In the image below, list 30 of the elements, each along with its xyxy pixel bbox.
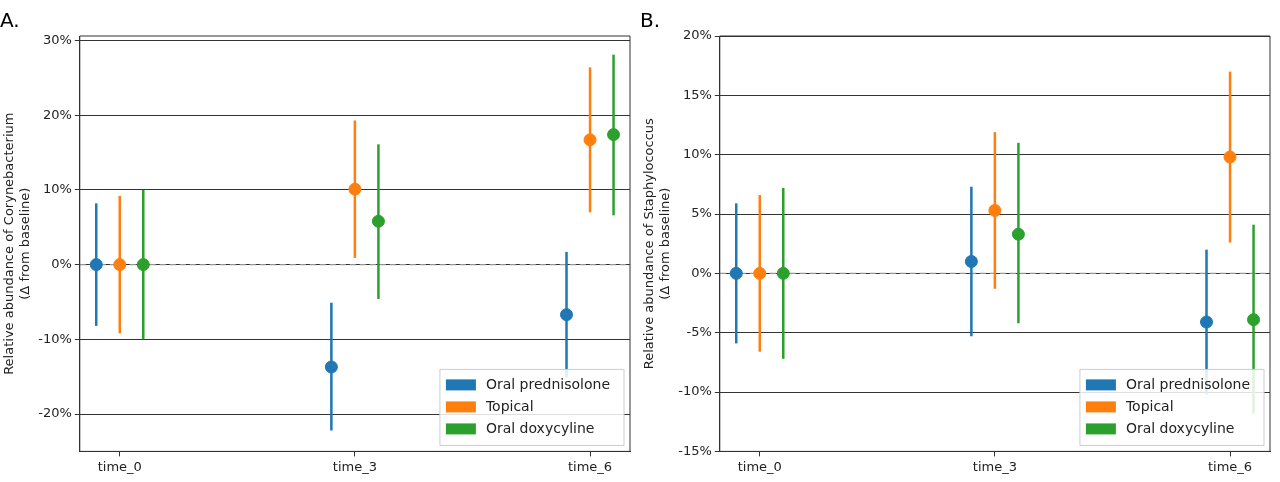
y-tick-label: -15% xyxy=(678,442,712,458)
legend-label: Oral prednisolone xyxy=(1125,376,1250,393)
y-tick-label: 0% xyxy=(691,264,712,280)
legend-label: Topical xyxy=(1124,398,1174,415)
y-tick-label: 5% xyxy=(691,205,712,221)
x-tick-label: time_0 xyxy=(97,458,142,474)
chart-title: A. xyxy=(0,8,20,33)
y-axis-title: Relative abundance of Staphylococcus (Δ from baseline) xyxy=(641,117,672,370)
legend-label: Topical xyxy=(484,398,534,415)
y-tick-label: 10% xyxy=(42,181,72,197)
legend-label: Oral doxycyline xyxy=(1125,420,1235,437)
y-tick-label: -10% xyxy=(38,330,72,346)
y-tick-label: 20% xyxy=(682,27,712,43)
x-tick-label: time_3 xyxy=(972,458,1017,474)
x-tick-label: time_0 xyxy=(737,458,782,474)
y-tick-label: -10% xyxy=(678,383,712,399)
y-tick-label: -20% xyxy=(38,405,72,421)
y-tick-label: 20% xyxy=(42,106,72,122)
y-axis-title: Relative abundance of Corynebacterium (Δ from baseline) xyxy=(1,112,32,375)
x-tick-label: time_6 xyxy=(567,458,613,474)
legend-label: Oral doxycyline xyxy=(485,420,595,437)
y-tick-label: -5% xyxy=(686,324,712,340)
y-tick-label: 30% xyxy=(42,31,72,47)
x-tick-label: time_3 xyxy=(332,458,377,474)
y-tick-label: 10% xyxy=(682,146,712,162)
y-tick-label: 15% xyxy=(682,86,712,102)
chart-title: B. xyxy=(640,8,661,33)
x-tick-label: time_6 xyxy=(1207,458,1253,474)
y-tick-label: 0% xyxy=(51,255,72,271)
legend-label: Oral prednisolone xyxy=(485,376,610,393)
